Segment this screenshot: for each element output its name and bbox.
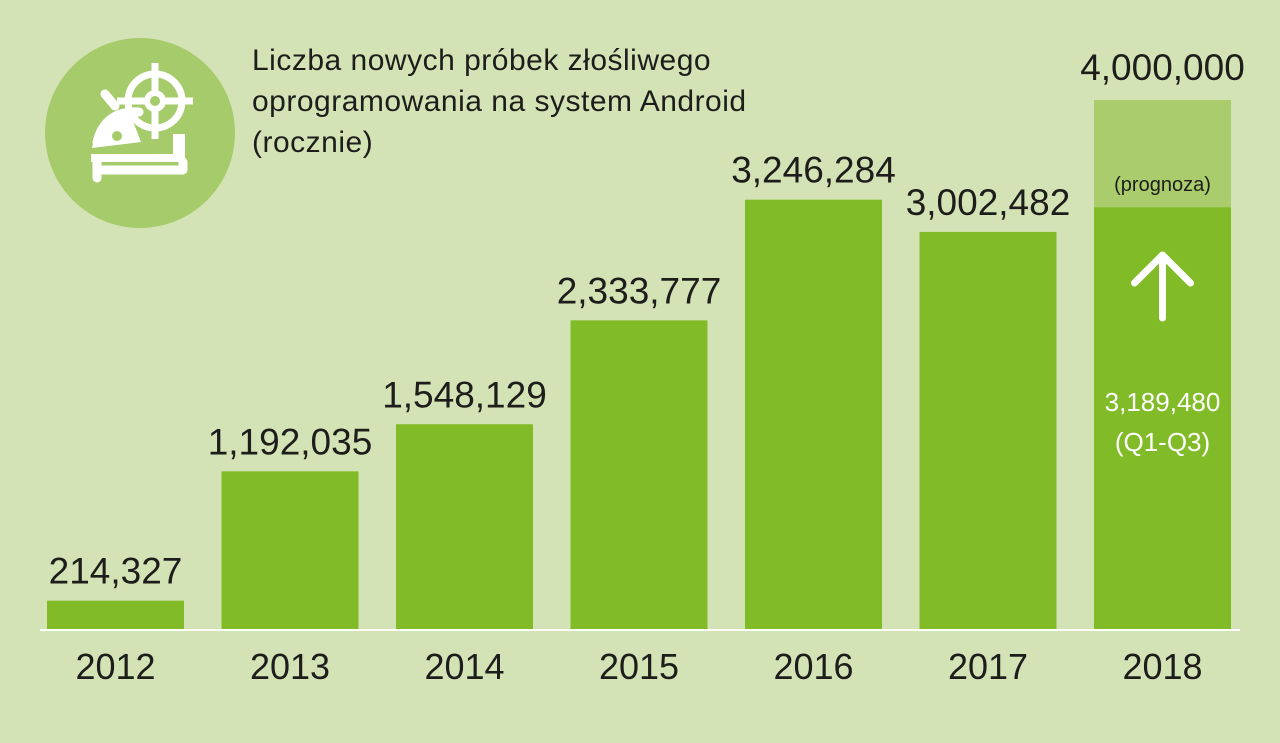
- x-tick-label: 2018: [1122, 646, 1202, 687]
- forecast-note: (prognoza): [1114, 174, 1211, 196]
- bar: [396, 424, 533, 629]
- logo-badge: [45, 38, 235, 228]
- bar-value-label: 2,333,777: [557, 270, 722, 311]
- bar-value-label: 3,246,284: [731, 150, 896, 191]
- bar-value-label: 3,002,482: [906, 182, 1071, 223]
- bar: [47, 600, 184, 629]
- bar: [919, 231, 1057, 629]
- x-tick-label: 2015: [599, 646, 679, 687]
- bar-value-sublabel: (Q1-Q3): [1115, 427, 1210, 457]
- forecast-value-label: 4,000,000: [1080, 47, 1245, 88]
- forecast-bar: [1094, 100, 1231, 208]
- bar: [570, 320, 708, 629]
- x-tick-label: 2014: [424, 646, 504, 687]
- bar-value-label: 1,548,129: [382, 374, 547, 415]
- x-tick-label: 2012: [75, 646, 155, 687]
- x-tick-label: 2016: [773, 646, 853, 687]
- x-tick-label: 2013: [250, 646, 330, 687]
- bar: [745, 199, 882, 629]
- x-tick-label: 2017: [948, 646, 1028, 687]
- up-arrow-icon: [1131, 251, 1194, 322]
- chart-title: Liczba nowych próbek złośliwego oprogram…: [252, 44, 747, 159]
- bar-value-label: 1,192,035: [208, 421, 373, 462]
- bar: [221, 471, 359, 629]
- bar-value-label: 3,189,480: [1105, 387, 1221, 417]
- android-target-icon: [91, 63, 193, 183]
- bar-value-label: 214,327: [49, 551, 183, 592]
